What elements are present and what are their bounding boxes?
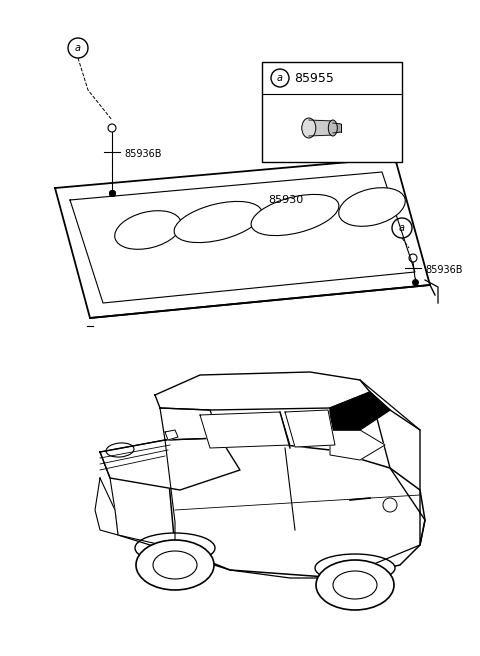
- Ellipse shape: [115, 211, 181, 249]
- Polygon shape: [309, 120, 333, 136]
- Polygon shape: [360, 380, 425, 545]
- Polygon shape: [330, 430, 385, 460]
- Polygon shape: [155, 372, 370, 410]
- Ellipse shape: [251, 194, 339, 236]
- Polygon shape: [330, 392, 390, 430]
- Polygon shape: [165, 430, 178, 440]
- Ellipse shape: [302, 118, 316, 138]
- Ellipse shape: [328, 120, 337, 136]
- Text: 85955: 85955: [294, 72, 334, 85]
- Polygon shape: [333, 123, 341, 133]
- Text: a: a: [75, 43, 81, 53]
- Text: 85930: 85930: [268, 195, 303, 205]
- Ellipse shape: [174, 201, 262, 243]
- Polygon shape: [285, 410, 335, 447]
- Polygon shape: [100, 440, 175, 548]
- Polygon shape: [160, 408, 220, 440]
- Ellipse shape: [135, 533, 215, 563]
- Ellipse shape: [315, 554, 395, 582]
- Polygon shape: [100, 438, 240, 490]
- Ellipse shape: [153, 551, 197, 579]
- Bar: [262, 62, 402, 162]
- Text: 85936B: 85936B: [425, 265, 463, 275]
- Text: 85936B: 85936B: [124, 149, 161, 159]
- Polygon shape: [200, 412, 290, 448]
- Polygon shape: [95, 478, 118, 535]
- Ellipse shape: [316, 560, 394, 610]
- Polygon shape: [55, 158, 430, 318]
- Ellipse shape: [339, 188, 405, 226]
- Ellipse shape: [136, 540, 214, 590]
- Ellipse shape: [333, 571, 377, 599]
- Polygon shape: [165, 438, 425, 578]
- Text: a: a: [277, 73, 283, 83]
- Text: a: a: [399, 223, 405, 233]
